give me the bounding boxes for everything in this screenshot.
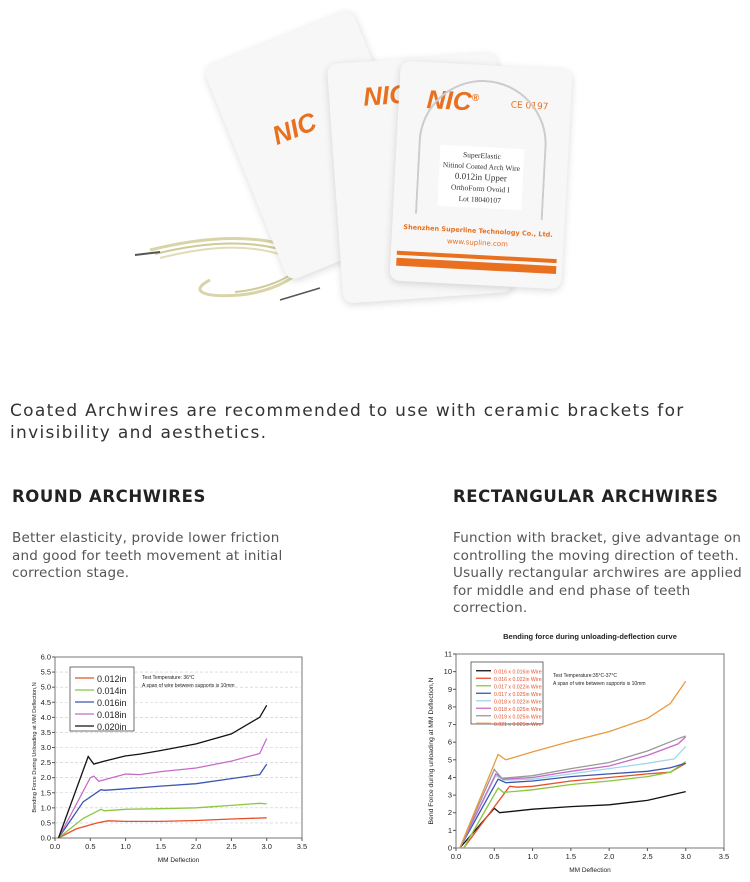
series-line-0-017-x-0-025in-Wire — [459, 762, 686, 849]
x-axis-label: MM Deflection — [158, 857, 200, 864]
round-archwire-chart: 0.0 0.5 1.0 1.5 2.0 2.5 3.0 3.5 4.0 4.5 5.0 5.5 6.0 0… — [32, 653, 307, 865]
x-tick-label: 0.0 — [50, 842, 60, 851]
x-tick-label: 3.5 — [719, 852, 729, 861]
series-line-0-012in — [58, 817, 267, 839]
series-line-0-018-x-0-025in-Wire — [459, 736, 687, 849]
x-tick-label: 2.0 — [191, 842, 201, 851]
intro-body: are recommended to use with ceramic brac… — [10, 401, 685, 443]
y-tick-label: 5 — [448, 755, 452, 764]
product-image: NIC NIC NIC® CE 0197 SuperElastic Nitino… — [130, 8, 610, 350]
legend-label: 0.016in — [97, 698, 127, 708]
x-tick-label: 2.5 — [642, 852, 652, 861]
y-tick-label: 2.0 — [41, 773, 51, 782]
y-tick-label: 11 — [444, 650, 452, 659]
y-tick-label: 4 — [448, 773, 452, 782]
x-axis-label: MM Deflection — [569, 867, 611, 874]
chart-annotation: Test Temperature:35°C-37°C — [553, 673, 617, 679]
legend-label: 0.017 x 0.022in Wire — [494, 685, 542, 691]
y-tick-label: 6 — [448, 738, 452, 747]
chart-annotation: A span of wire between supports is 10mm — [553, 681, 646, 687]
y-tick-label: 8 — [448, 702, 452, 711]
legend-label: 0.021 x 0.025in Wire — [494, 722, 542, 728]
x-tick-label: 1.0 — [120, 842, 130, 851]
x-tick-label: 1.5 — [156, 842, 166, 851]
y-tick-label: 0.5 — [41, 818, 51, 827]
x-tick-label: 1.5 — [566, 852, 576, 861]
rectangular-archwires-description: Function with bracket, give advantage on… — [453, 530, 742, 616]
series-line-0-018in — [57, 738, 268, 839]
series-line-0-016-x-0-022in-Wire — [463, 762, 687, 849]
legend-label: 0.016 x 0.022in Wire — [494, 677, 542, 683]
x-tick-label: 0.0 — [451, 852, 461, 861]
y-tick-label: 3.0 — [41, 743, 51, 752]
y-axis-label: Bending Force During Unloading at MM Def… — [32, 682, 38, 812]
chart-annotation: A span of wire between supports is 10mm — [142, 683, 235, 689]
legend-label: 0.018 x 0.025in Wire — [494, 707, 542, 713]
x-tick-label: 0.5 — [489, 852, 499, 861]
y-tick-label: 4.5 — [41, 698, 51, 707]
x-tick-label: 3.5 — [297, 842, 307, 851]
y-tick-label: 10 — [444, 667, 452, 676]
y-tick-label: 9 — [448, 685, 452, 694]
y-tick-label: 1.5 — [41, 788, 51, 797]
x-tick-label: 2.0 — [604, 852, 614, 861]
x-tick-label: 3.0 — [261, 842, 271, 851]
x-tick-label: 2.5 — [226, 842, 236, 851]
series-line-0-018-x-0-022in-Wire — [459, 746, 687, 849]
rectangular-archwires-heading: RECTANGULAR ARCHWIRES — [453, 487, 719, 506]
chart-annotation: Test Temperature: 36°C — [142, 675, 195, 681]
series-line-0-021-x-0-025in-Wire — [459, 680, 687, 849]
x-tick-label: 1.0 — [527, 852, 537, 861]
x-tick-label: 3.0 — [680, 852, 690, 861]
y-tick-label: 1 — [448, 826, 452, 835]
y-tick-label: 5.5 — [41, 668, 51, 677]
y-tick-label: 3 — [448, 791, 452, 800]
y-tick-label: 2.5 — [41, 758, 51, 767]
package-label: SuperElastic Nitinol Coated Arch Wire 0.… — [437, 144, 525, 211]
x-tick-label: 0.5 — [85, 842, 95, 851]
legend-label: 0.018 x 0.022in Wire — [494, 700, 542, 706]
legend-label: 0.018in — [97, 710, 127, 720]
series-line-0-020in — [57, 704, 268, 839]
rectangular-archwire-chart: Bending force during unloading-deflectio… — [428, 632, 729, 874]
round-archwires-heading: ROUND ARCHWIRES — [12, 487, 206, 506]
y-tick-label: 3.5 — [41, 728, 51, 737]
series-line-0-016in — [57, 763, 268, 839]
y-tick-label: 5.0 — [41, 683, 51, 692]
series-line-0-016-x-0-016in-Wire — [459, 790, 686, 849]
series-line-0-019-x-0-025in-Wire — [459, 735, 686, 849]
legend-label: 0.017 x 0.025in Wire — [494, 692, 542, 698]
y-tick-label: 0 — [448, 844, 452, 853]
round-archwires-description: Better elasticity, provide lower frictio… — [12, 530, 283, 581]
intro-text: Coated Archwires are recommended to use … — [10, 400, 745, 444]
legend-label: 0.012in — [97, 674, 127, 684]
legend-label: 0.014in — [97, 686, 127, 696]
y-axis-label: Bend Force during unloading at MM Deflec… — [428, 677, 435, 824]
y-tick-label: 2 — [448, 808, 452, 817]
legend-label: 0.016 x 0.016in Wire — [494, 670, 542, 676]
series-line-0-014in — [58, 802, 267, 839]
y-tick-label: 4.0 — [41, 713, 51, 722]
package-front: NIC® CE 0197 SuperElastic Nitinol Coated… — [389, 60, 573, 290]
y-tick-label: 7 — [448, 720, 452, 729]
legend-label: 0.020in — [97, 722, 127, 732]
chart-title: Bending force during unloading-deflectio… — [503, 632, 677, 641]
intro-highlight: Coated Archwires — [10, 401, 180, 421]
y-tick-label: 0.0 — [41, 834, 51, 843]
y-tick-label: 1.0 — [41, 803, 51, 812]
brand-logo: NIC — [267, 106, 321, 151]
series-line-0-017-x-0-022in-Wire — [463, 761, 687, 849]
y-tick-label: 6.0 — [41, 653, 51, 662]
legend-label: 0.019 x 0.025in Wire — [494, 715, 542, 721]
